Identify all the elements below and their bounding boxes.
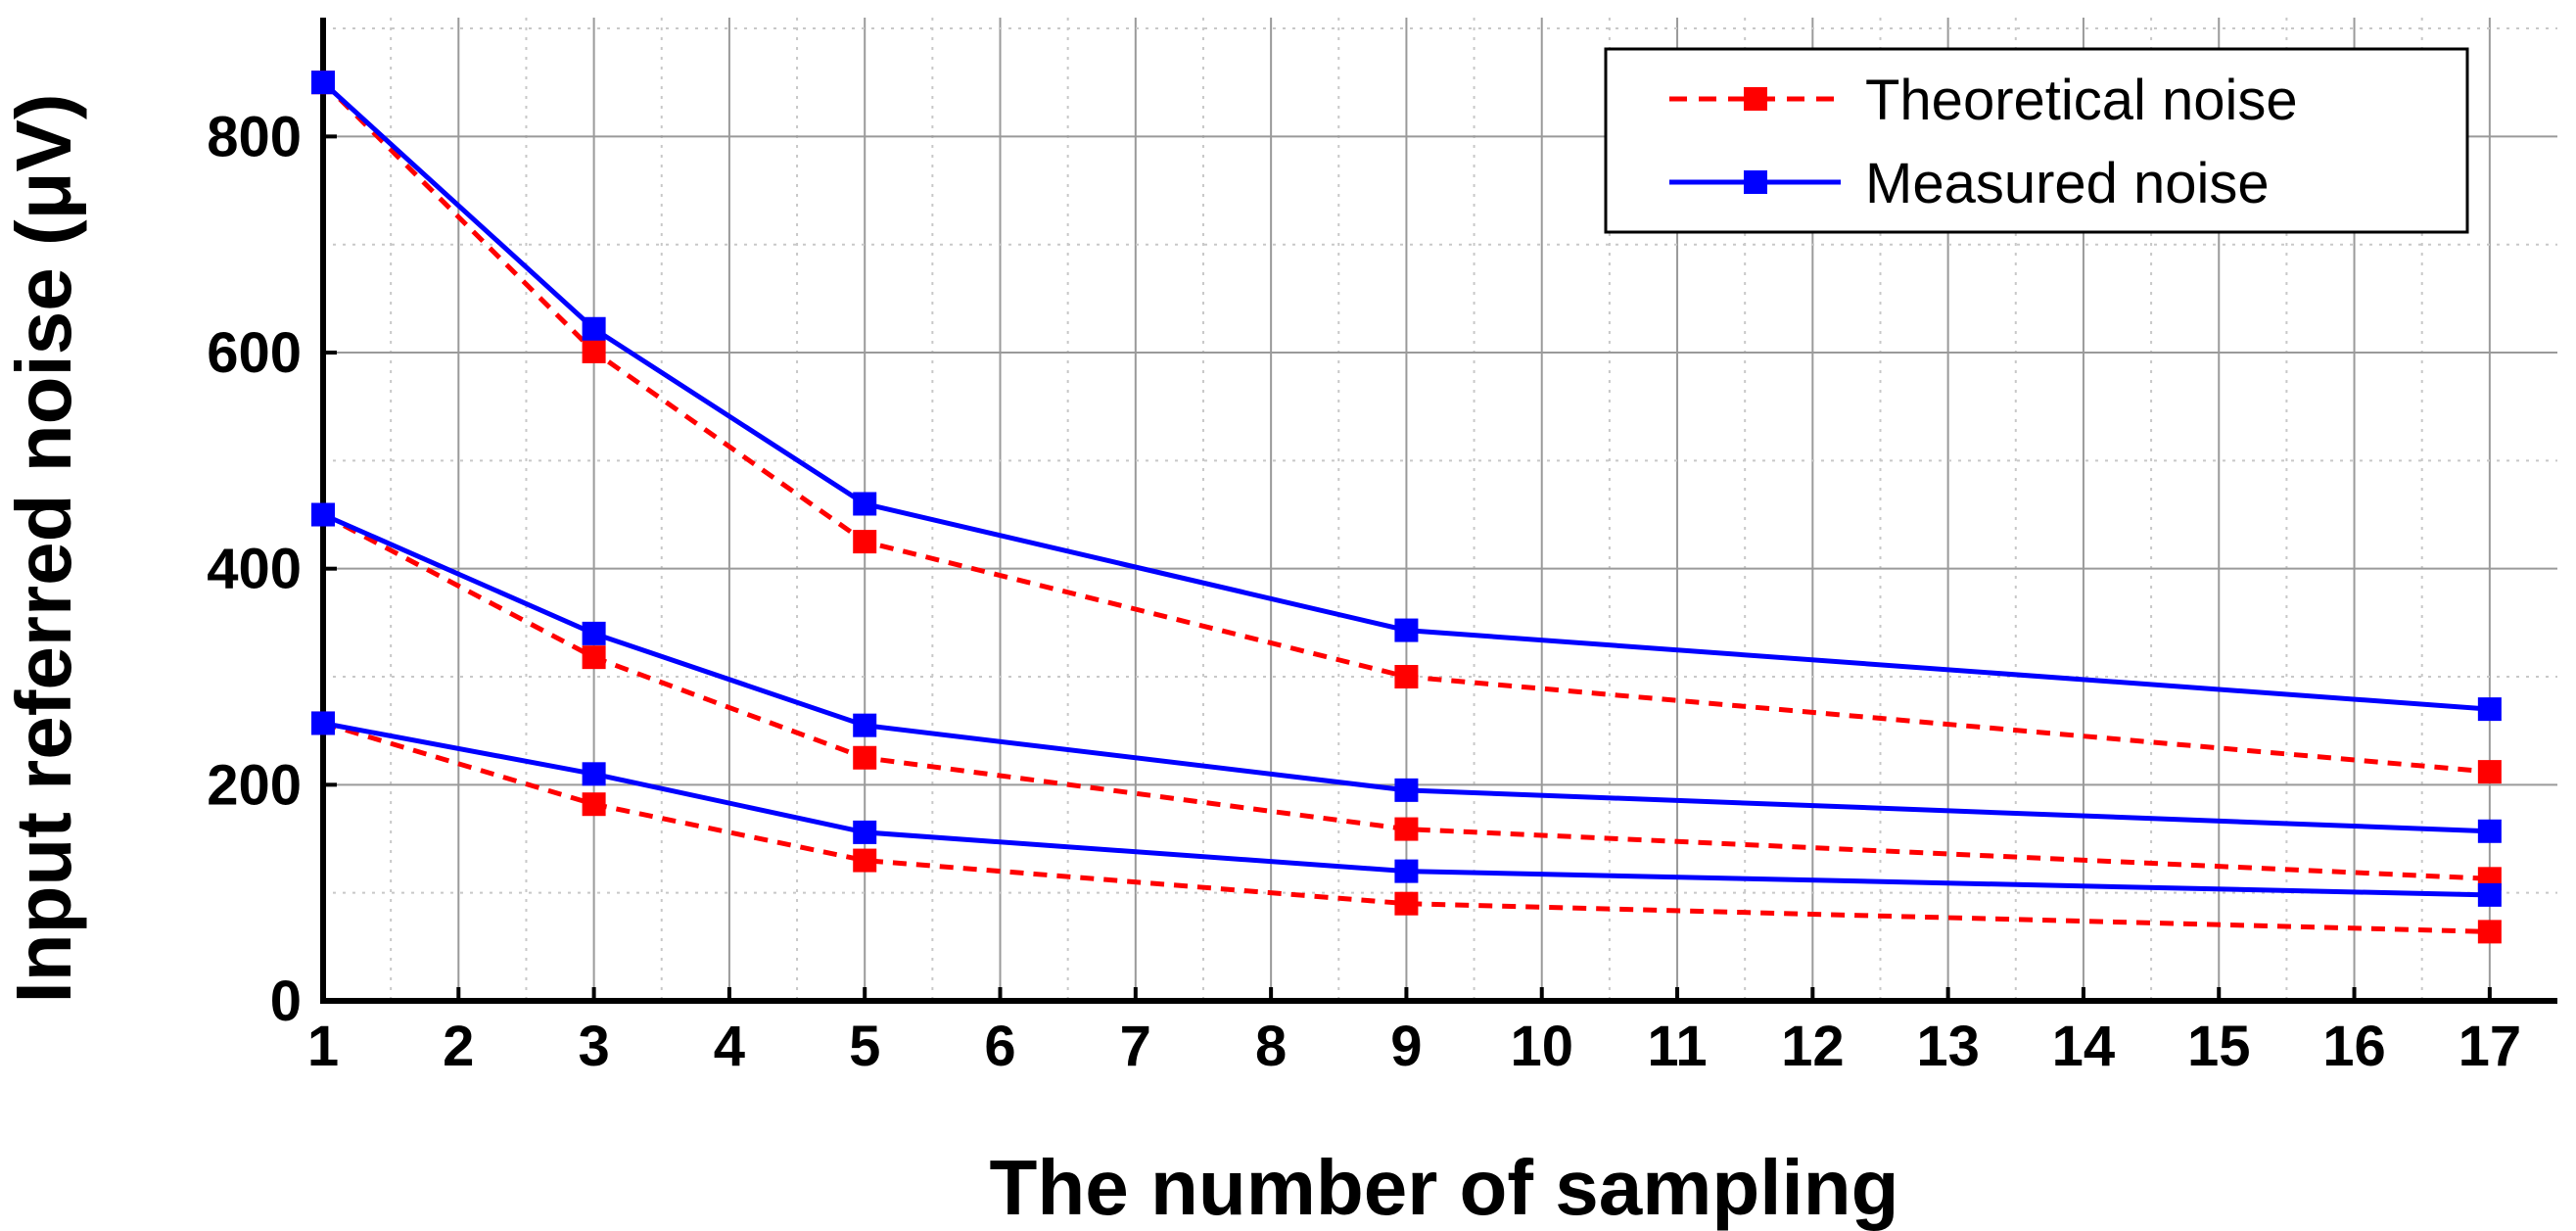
measured-point — [853, 820, 877, 844]
theoretical-series-line-3 — [322, 721, 2490, 934]
measured-point — [2477, 819, 2502, 843]
legend: Theoretical noise Measured noise — [1604, 47, 2469, 234]
theoretical-point — [582, 645, 606, 670]
measured-point — [311, 71, 335, 95]
x-tick-label: 12 — [1781, 1015, 1845, 1078]
series — [311, 71, 2502, 944]
measured-point — [1394, 618, 1419, 642]
theoretical-point — [2477, 920, 2502, 944]
x-tick-label: 9 — [1390, 1015, 1422, 1078]
theoretical-point — [1394, 665, 1419, 689]
x-tick-label: 2 — [443, 1015, 474, 1078]
theoretical-point — [853, 530, 877, 554]
x-axis-title: The number of sampling — [990, 1144, 1899, 1231]
legend-theoretical-marker — [1744, 87, 1767, 111]
x-tick-label: 8 — [1255, 1015, 1287, 1078]
measured-point — [1394, 859, 1419, 883]
measured-point — [853, 713, 877, 737]
measured-point — [582, 621, 606, 645]
theoretical-point — [1394, 817, 1419, 841]
x-tick-label: 13 — [1916, 1015, 1980, 1078]
x-tick-label: 15 — [2187, 1015, 2251, 1078]
measured-point — [311, 502, 335, 527]
measured-point — [1394, 778, 1419, 802]
legend-theoretical-label: Theoretical noise — [1865, 69, 2298, 132]
theoretical-point — [2477, 760, 2502, 784]
theoretical-point — [853, 745, 877, 770]
measured-point — [853, 492, 877, 516]
measured-point — [2477, 882, 2502, 907]
y-axis-title: Input referred noise (μV) — [0, 93, 87, 1003]
theoretical-point — [853, 848, 877, 873]
theoretical-point — [582, 792, 606, 817]
measured-point — [311, 711, 335, 735]
x-tick-label: 1 — [307, 1015, 339, 1078]
y-tick-label: 200 — [207, 753, 302, 817]
x-tick-label: 11 — [1647, 1015, 1707, 1078]
x-tick-label: 10 — [1510, 1015, 1573, 1078]
x-tick-label: 3 — [578, 1015, 609, 1078]
measured-point — [2477, 697, 2502, 722]
x-tick-label: 4 — [714, 1015, 745, 1078]
x-tick-label: 6 — [984, 1015, 1015, 1078]
legend-box — [1604, 47, 2469, 234]
x-tick-label: 16 — [2322, 1015, 2386, 1078]
theoretical-point — [1394, 891, 1419, 916]
y-tick-label: 600 — [207, 321, 302, 385]
x-tick-label: 17 — [2459, 1015, 2522, 1078]
x-tick-label: 7 — [1120, 1015, 1151, 1078]
legend-measured-marker — [1744, 170, 1767, 194]
measured-point — [582, 762, 606, 786]
measured-point — [582, 316, 606, 341]
theoretical-point — [582, 339, 606, 363]
x-tick-label: 5 — [849, 1015, 880, 1078]
y-tick-label: 400 — [207, 538, 302, 601]
y-tick-label: 800 — [207, 105, 302, 168]
x-tick-label: 14 — [2052, 1015, 2116, 1078]
y-tick-label: 0 — [270, 970, 302, 1033]
legend-measured-label: Measured noise — [1865, 152, 2270, 215]
